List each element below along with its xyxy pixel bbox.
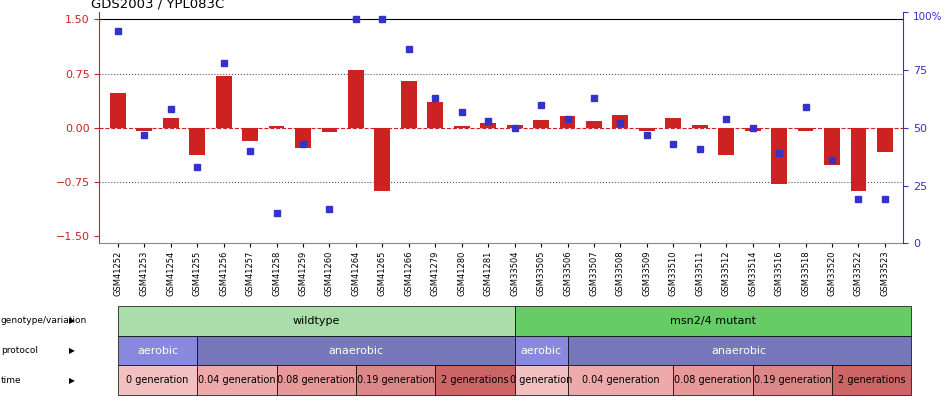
Bar	[692, 125, 708, 128]
Bar	[824, 128, 840, 165]
Bar	[586, 121, 602, 128]
Bar	[136, 128, 152, 131]
Text: protocol: protocol	[1, 346, 38, 355]
Bar	[850, 128, 867, 192]
Bar	[665, 118, 681, 128]
Bar	[454, 126, 469, 128]
Bar	[375, 128, 391, 192]
Text: 0.08 generation: 0.08 generation	[674, 375, 752, 385]
Text: 0 generation: 0 generation	[127, 375, 188, 385]
Bar	[216, 76, 232, 128]
Text: 0.19 generation: 0.19 generation	[357, 375, 434, 385]
Bar	[269, 126, 285, 128]
Text: ▶: ▶	[69, 316, 75, 326]
Bar	[718, 128, 734, 155]
Bar	[771, 128, 787, 184]
Bar	[110, 93, 126, 128]
Bar	[163, 118, 179, 128]
Text: aerobic: aerobic	[137, 345, 178, 356]
Text: 0.08 generation: 0.08 generation	[277, 375, 355, 385]
Text: 2 generations: 2 generations	[838, 375, 905, 385]
Text: 100%: 100%	[913, 12, 942, 22]
Bar	[189, 128, 205, 155]
Text: genotype/variation: genotype/variation	[1, 316, 87, 326]
Text: wildtype: wildtype	[292, 316, 340, 326]
Bar	[745, 128, 761, 131]
Text: GDS2003 / YPL083C: GDS2003 / YPL083C	[91, 0, 224, 11]
Bar	[560, 116, 575, 128]
Text: 2 generations: 2 generations	[441, 375, 509, 385]
Text: ▶: ▶	[69, 375, 75, 385]
Bar	[295, 128, 311, 148]
Bar	[877, 128, 893, 151]
Text: 0 generation: 0 generation	[510, 375, 572, 385]
Bar	[797, 128, 814, 131]
Text: aerobic: aerobic	[520, 345, 562, 356]
Bar	[639, 128, 655, 131]
Bar	[322, 128, 338, 132]
Bar	[534, 120, 549, 128]
Bar	[401, 81, 417, 128]
Bar	[612, 115, 628, 128]
Bar	[428, 102, 443, 128]
Text: anaerobic: anaerobic	[712, 345, 767, 356]
Text: time: time	[1, 375, 22, 385]
Bar	[348, 70, 364, 128]
Bar	[481, 124, 496, 128]
Text: msn2/4 mutant: msn2/4 mutant	[670, 316, 756, 326]
Text: anaerobic: anaerobic	[328, 345, 383, 356]
Text: ▶: ▶	[69, 346, 75, 355]
Text: 0.04 generation: 0.04 generation	[582, 375, 659, 385]
Text: 0.04 generation: 0.04 generation	[198, 375, 275, 385]
Text: 0.19 generation: 0.19 generation	[754, 375, 832, 385]
Bar	[242, 128, 258, 141]
Bar	[507, 125, 522, 128]
